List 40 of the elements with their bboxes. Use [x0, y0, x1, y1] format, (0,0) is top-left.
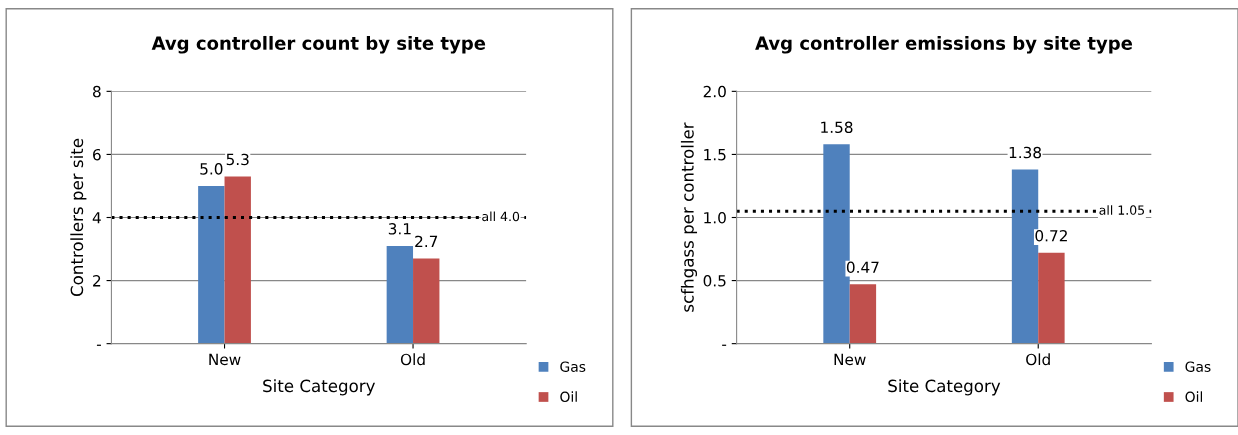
- data-label: 1.58: [821, 121, 853, 134]
- y-axis-title: scfhgass per controller: [680, 122, 698, 312]
- bar: [198, 185, 225, 344]
- ref-line-label: all 4.0: [482, 211, 520, 222]
- y-tick-label: -: [96, 344, 101, 346]
- data-label: 3.1: [388, 223, 411, 235]
- y-tick-label: 8: [93, 85, 101, 98]
- bar: [849, 284, 877, 344]
- y-tick-label: 1.0: [704, 211, 726, 224]
- bar: [413, 258, 440, 344]
- data-label: 2.7: [415, 235, 438, 247]
- bar: [386, 245, 414, 344]
- legend-label: Oil: [560, 391, 577, 403]
- x-tick-label: New: [834, 353, 866, 366]
- y-tick-label: 4: [92, 212, 101, 224]
- x-tick-label: Old: [1026, 353, 1050, 366]
- y-tick-label: 1.5: [704, 149, 726, 161]
- data-label: 0.47: [846, 261, 879, 274]
- data-label: 5.3: [226, 153, 249, 166]
- x-axis-title: Site Category: [888, 379, 1001, 396]
- data-label: 1.38: [1009, 146, 1041, 159]
- y-tick-label: 6: [93, 148, 101, 161]
- bar: [224, 176, 251, 344]
- y-tick-label: 2.0: [703, 85, 726, 98]
- y-tick-label: 2: [93, 275, 101, 287]
- y-axis-title: Controllers per site: [70, 138, 87, 297]
- y-tick-label: 0.5: [703, 275, 726, 287]
- legend-label: Gas: [1185, 361, 1211, 372]
- chart-title: Avg controller emissions by site type: [755, 35, 1133, 54]
- x-tick-label: New: [209, 353, 241, 366]
- x-axis-title: Site Category: [263, 379, 375, 396]
- legend-label: Gas: [560, 361, 586, 372]
- bar: [1038, 252, 1065, 344]
- data-label: 5.0: [200, 163, 223, 175]
- chart-title: Avg controller count by site type: [151, 35, 486, 54]
- ref-line-label: all 1.05: [1099, 205, 1145, 215]
- legend-label: Oil: [1185, 391, 1203, 403]
- x-tick-label: Old: [400, 353, 425, 366]
- data-label: 0.72: [1035, 229, 1067, 242]
- y-tick-label: -: [722, 344, 727, 346]
